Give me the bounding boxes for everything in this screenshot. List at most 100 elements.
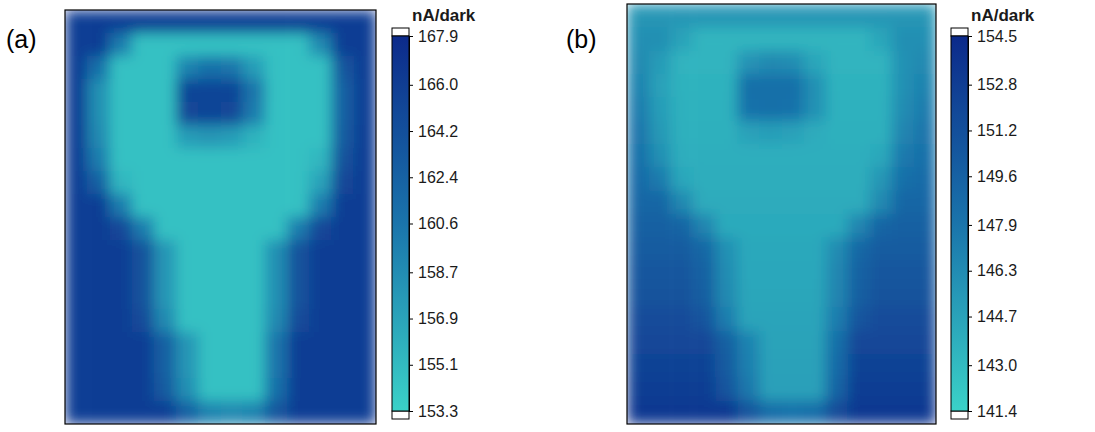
cell	[693, 331, 716, 355]
plot-area	[627, 4, 936, 424]
cell	[243, 102, 266, 126]
tick-label: 158.7	[418, 264, 458, 281]
cell	[265, 309, 288, 333]
cell	[198, 194, 221, 218]
colorbar	[951, 36, 968, 411]
cell	[737, 144, 760, 168]
cell	[914, 261, 936, 285]
cell	[87, 378, 110, 402]
cell	[649, 401, 672, 424]
cell	[759, 167, 782, 191]
cell	[759, 97, 782, 121]
cell	[265, 401, 288, 424]
cell	[759, 401, 782, 424]
cell	[737, 51, 760, 75]
cell	[826, 261, 849, 285]
cell	[287, 286, 310, 310]
cell	[109, 194, 132, 218]
cell	[265, 148, 288, 172]
cell	[243, 125, 266, 149]
cell	[804, 354, 827, 378]
cell	[782, 121, 805, 145]
tick-mark	[968, 365, 972, 366]
cell	[804, 331, 827, 355]
cell	[65, 79, 88, 103]
cell	[65, 332, 88, 356]
cell	[737, 284, 760, 308]
cell	[782, 237, 805, 261]
cell	[221, 171, 244, 195]
cell	[649, 191, 672, 215]
cell	[693, 401, 716, 424]
cell	[848, 144, 871, 168]
cell	[671, 401, 694, 424]
cell	[715, 167, 738, 191]
cell	[287, 56, 310, 80]
cell	[671, 354, 694, 378]
cell	[914, 307, 936, 331]
cell	[693, 214, 716, 238]
cell	[627, 121, 650, 145]
cell	[65, 148, 88, 172]
cell	[154, 148, 177, 172]
cell	[176, 102, 199, 126]
cell	[132, 332, 155, 356]
cell	[826, 144, 849, 168]
tick: 152.8	[968, 76, 1017, 93]
cell	[671, 261, 694, 285]
cell	[759, 331, 782, 355]
cell	[154, 286, 177, 310]
tick: 151.2	[968, 122, 1017, 139]
tick-label: 153.3	[418, 403, 458, 420]
cell	[649, 4, 672, 28]
tick: 153.3	[409, 403, 458, 420]
panel-label: (b)	[566, 25, 597, 53]
cell	[198, 240, 221, 264]
cell	[332, 10, 355, 34]
cell	[309, 102, 332, 126]
cell	[693, 97, 716, 121]
cell	[332, 102, 355, 126]
cell	[627, 167, 650, 191]
cell	[782, 97, 805, 121]
cell	[309, 148, 332, 172]
cell	[109, 378, 132, 402]
cell	[154, 10, 177, 34]
cell	[154, 102, 177, 126]
cell	[649, 144, 672, 168]
cell	[826, 377, 849, 401]
tick: 141.4	[968, 403, 1017, 420]
cell	[354, 125, 376, 149]
cell	[243, 56, 266, 80]
cell	[65, 125, 88, 149]
cell	[109, 148, 132, 172]
cell	[221, 240, 244, 264]
cell	[671, 377, 694, 401]
cell	[87, 33, 110, 57]
cell	[782, 4, 805, 28]
cell	[737, 214, 760, 238]
cell	[804, 4, 827, 28]
tick: 146.3	[968, 262, 1017, 279]
cell	[265, 286, 288, 310]
cell	[87, 148, 110, 172]
cell	[176, 401, 199, 424]
cell	[265, 378, 288, 402]
tick-label: 151.2	[977, 122, 1017, 139]
cell	[154, 355, 177, 379]
cell	[198, 401, 221, 424]
cell	[154, 217, 177, 241]
cell	[737, 121, 760, 145]
cell	[627, 261, 650, 285]
cell	[132, 217, 155, 241]
tick: 154.5	[968, 28, 1017, 45]
cell	[65, 33, 88, 57]
cell	[354, 355, 376, 379]
cell	[649, 27, 672, 51]
cell	[649, 331, 672, 355]
cell	[109, 33, 132, 57]
cell	[332, 148, 355, 172]
cell	[198, 378, 221, 402]
cell	[221, 355, 244, 379]
cell	[87, 309, 110, 333]
